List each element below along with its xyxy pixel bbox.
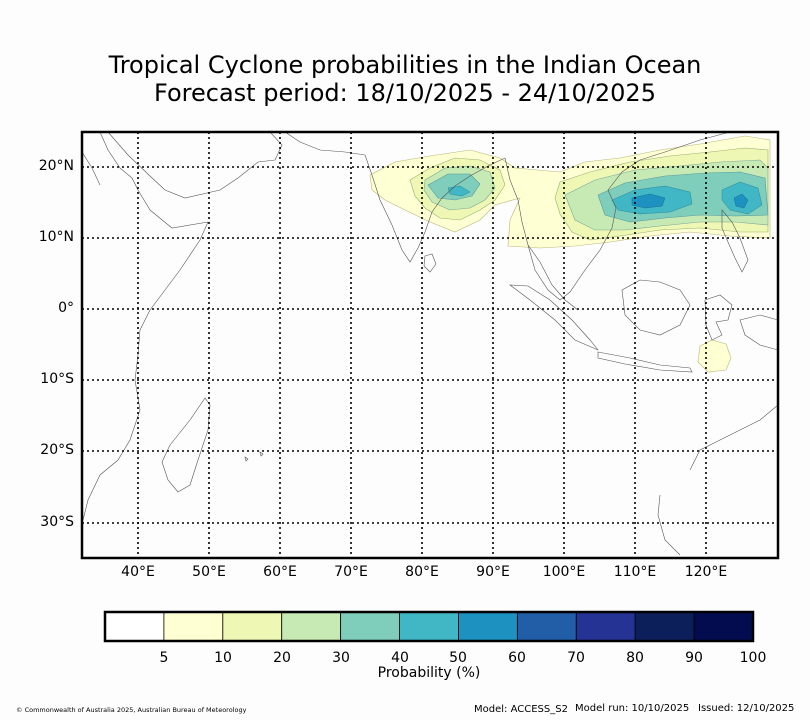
coast-srilanka bbox=[423, 253, 437, 273]
coast-australia-west bbox=[657, 494, 681, 556]
coast-myanmar-indochina bbox=[504, 132, 731, 301]
lat-label: 30°S bbox=[40, 514, 74, 530]
lon-label: 50°E bbox=[192, 564, 226, 580]
probability-contours bbox=[369, 135, 771, 373]
title-line-2: Forecast period: 18/10/2025 - 24/10/2025 bbox=[154, 79, 656, 107]
lon-label: 60°E bbox=[263, 564, 297, 580]
coast-persia bbox=[284, 132, 366, 156]
lon-label: 100°E bbox=[542, 564, 586, 580]
coast-philippines bbox=[721, 209, 749, 273]
colorbar-tick: 20 bbox=[273, 650, 291, 666]
lat-label: 0° bbox=[58, 300, 74, 316]
coast-borneo bbox=[621, 279, 691, 336]
lat-label: 10°S bbox=[40, 371, 74, 387]
lon-label: 70°E bbox=[334, 564, 368, 580]
copyright-notice: © Commonwealth of Australia 2025, Austra… bbox=[16, 706, 247, 714]
contour-50-scs-b bbox=[733, 193, 749, 209]
coast-red-sea-arabia bbox=[107, 132, 283, 199]
lat-label: 20°S bbox=[40, 442, 74, 458]
lon-label: 110°E bbox=[613, 564, 657, 580]
coast-australia bbox=[689, 404, 778, 471]
graticule bbox=[82, 132, 778, 558]
colorbar-tick: 10 bbox=[214, 650, 232, 666]
coastlines bbox=[82, 132, 778, 556]
contour-40-bay bbox=[447, 185, 471, 197]
coast-malay-peninsula bbox=[527, 244, 579, 311]
lon-label: 80°E bbox=[405, 564, 439, 580]
map-frame bbox=[80, 130, 780, 560]
lon-label: 40°E bbox=[121, 564, 155, 580]
colorbar-tick: 30 bbox=[332, 650, 350, 666]
coast-java bbox=[597, 351, 693, 373]
coast-sulawesi bbox=[704, 294, 733, 341]
coast-mascarene-2 bbox=[259, 451, 264, 457]
lon-label: 90°E bbox=[476, 564, 510, 580]
coast-sumatra bbox=[509, 284, 599, 351]
colorbar-tick: 50 bbox=[449, 650, 467, 666]
coast-red-sea-west bbox=[82, 151, 101, 186]
colorbar-tick: 100 bbox=[739, 650, 767, 666]
contour-50-scs-a bbox=[631, 193, 666, 209]
coast-madagascar bbox=[161, 397, 211, 493]
title-line-1: Tropical Cyclone probabilities in the In… bbox=[108, 51, 702, 79]
coast-africa-east bbox=[82, 132, 209, 521]
lon-label: 120°E bbox=[684, 564, 728, 580]
model-run-date: Model run: 10/10/2025 bbox=[575, 703, 690, 714]
lat-label: 20°N bbox=[38, 158, 74, 174]
contour-5-timor bbox=[697, 339, 732, 373]
colorbar-tick: 5 bbox=[159, 650, 169, 666]
coast-mascarene-1 bbox=[244, 456, 249, 462]
colorbar-tick: 40 bbox=[391, 650, 409, 666]
model-name: Model: ACCESS_S2 bbox=[474, 704, 568, 715]
lat-label: 10°N bbox=[38, 229, 74, 245]
colorbar-label: Probability (%) bbox=[377, 665, 481, 681]
colorbar-tick: 80 bbox=[626, 650, 644, 666]
colorbar-tick: 60 bbox=[508, 650, 526, 666]
coast-india bbox=[364, 154, 506, 263]
colorbar-tick: 90 bbox=[685, 650, 703, 666]
issued-date: Issued: 12/10/2025 bbox=[698, 703, 795, 714]
coast-new-guinea bbox=[739, 314, 778, 351]
colorbar-tick: 70 bbox=[567, 650, 585, 666]
